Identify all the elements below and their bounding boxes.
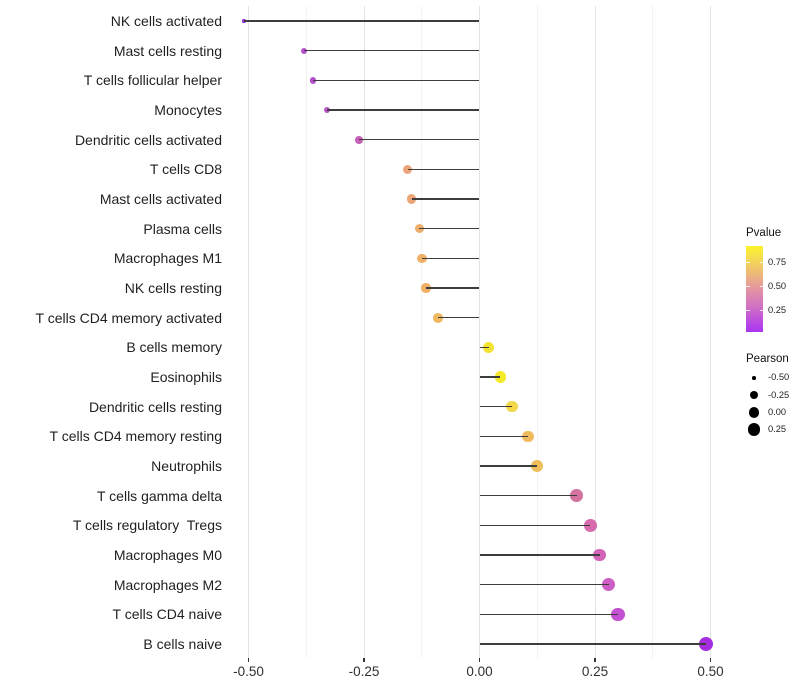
stem-line — [419, 227, 480, 230]
pvalue-legend-title: Pvalue — [746, 227, 782, 239]
data-point — [421, 283, 431, 293]
x-tick-label: 0.00 — [466, 664, 493, 679]
data-point — [593, 548, 607, 562]
pearson-size-dot — [752, 375, 756, 380]
y-axis-label: NK cells activated — [110, 13, 222, 29]
y-axis-label: Macrophages M2 — [113, 576, 222, 593]
y-axis-label: T cells CD8 — [149, 161, 222, 178]
pvalue-tick-label: 0.75 — [768, 256, 787, 267]
colorbar-tick — [746, 285, 750, 288]
y-axis-label: Dendritic cells activated — [74, 131, 222, 148]
data-point — [355, 135, 364, 144]
x-tick-mark — [478, 658, 481, 662]
pearson-legend-title: Pearson — [746, 353, 789, 365]
stem-line — [479, 346, 489, 349]
y-axis-label: Mast cells activated — [99, 191, 222, 207]
stem-line — [425, 287, 480, 289]
y-axis-label: Dendritic cells resting — [88, 398, 222, 415]
pvalue-tick-label: 0.50 — [768, 280, 787, 291]
gridline-minor — [652, 6, 654, 658]
stem-line — [479, 494, 577, 497]
y-axis-label: B cells naive — [143, 636, 222, 652]
gridline-major — [710, 6, 711, 658]
data-point — [602, 578, 616, 592]
stem-line — [479, 643, 706, 645]
y-axis-label: NK cells resting — [124, 280, 222, 296]
colorbar-tick — [746, 310, 750, 312]
data-point — [698, 636, 714, 652]
stem-line — [479, 405, 512, 408]
x-tick-label: -0.25 — [348, 664, 380, 679]
pearson-size-dot — [748, 406, 760, 418]
stem-line — [479, 524, 591, 527]
y-axis-label: T cells CD4 memory activated — [35, 309, 222, 326]
pvalue-colorbar — [746, 246, 763, 332]
x-tick-mark — [594, 658, 596, 662]
gridline-major — [594, 6, 596, 658]
data-point — [414, 223, 425, 234]
pearson-size-dot — [750, 391, 758, 399]
y-axis-label: Plasma cells — [143, 220, 222, 237]
x-tick-mark — [247, 658, 250, 662]
y-axis-label: T cells regulatory Tregs — [72, 517, 222, 534]
pearson-tick-label: -0.50 — [768, 372, 790, 383]
stem-line — [313, 79, 480, 82]
gridline-major — [248, 6, 249, 658]
y-axis-label: B cells memory — [126, 339, 222, 356]
gridline-major — [479, 6, 480, 658]
y-axis-label: Eosinophils — [150, 369, 222, 385]
pearson-tick-label: -0.25 — [768, 389, 790, 400]
y-axis-label: Macrophages M0 — [113, 547, 222, 563]
gridline-minor — [536, 6, 538, 658]
x-tick-label: 0.50 — [697, 664, 724, 679]
colorbar-tick — [746, 261, 750, 263]
stem-line — [411, 198, 480, 200]
y-axis-label: T cells CD4 naive — [112, 606, 222, 623]
stem-line — [422, 257, 480, 260]
data-point — [417, 253, 427, 264]
stem-line — [479, 435, 528, 438]
x-tick-mark — [363, 658, 365, 662]
y-axis-label: Macrophages M1 — [113, 250, 222, 267]
gridline-minor — [305, 6, 307, 658]
data-point — [406, 194, 417, 204]
stem-line — [327, 109, 480, 111]
y-axis-label: Mast cells resting — [113, 42, 222, 59]
stem-line — [407, 168, 480, 171]
colorbar-tick — [759, 285, 763, 288]
stem-line — [437, 316, 480, 319]
gridline-major — [363, 6, 365, 658]
colorbar-tick — [759, 261, 763, 263]
stem-line — [479, 554, 600, 556]
colorbar-tick — [759, 310, 763, 312]
x-tick-mark — [709, 658, 712, 662]
x-tick-label: -0.50 — [233, 664, 264, 679]
y-axis-label: Monocytes — [154, 102, 222, 118]
stem-line — [479, 583, 609, 586]
y-axis-label: Neutrophils — [151, 458, 222, 474]
y-axis-label: T cells follicular helper — [83, 72, 222, 89]
stem-line — [303, 49, 480, 52]
pvalue-tick-label: 0.25 — [768, 305, 787, 316]
y-axis-label: T cells gamma delta — [96, 487, 222, 504]
stem-line — [479, 376, 501, 378]
data-point — [506, 400, 518, 413]
stem-line — [479, 465, 538, 467]
stem-line — [479, 613, 619, 616]
stem-line — [359, 138, 480, 141]
y-axis-label: T cells CD4 memory resting — [49, 428, 222, 445]
data-point — [522, 430, 534, 443]
data-point — [494, 371, 506, 383]
pearson-tick-label: 0.25 — [768, 424, 787, 435]
gridline-minor — [421, 6, 423, 658]
pearson-size-dot — [747, 423, 761, 437]
x-tick-label: 0.25 — [581, 664, 609, 679]
pearson-tick-label: 0.00 — [768, 406, 787, 417]
stem-line — [243, 20, 480, 22]
